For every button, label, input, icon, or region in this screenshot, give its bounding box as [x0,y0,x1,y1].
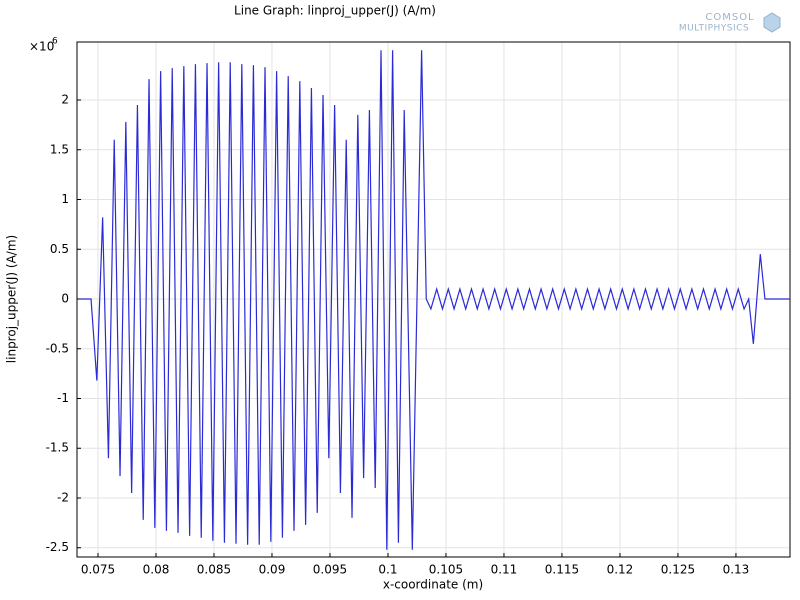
x-tick-label: 0.095 [313,563,347,577]
y-multiplier: ×10 [29,40,54,54]
y-tick-label: -0.5 [46,341,69,355]
data-line [80,50,790,550]
y-tick-label: -2.5 [46,540,69,554]
x-tick-label: 0.12 [607,563,634,577]
x-tick-label: 0.1 [378,563,397,577]
x-tick-label: 0.085 [197,563,231,577]
x-tick-label: 0.115 [545,563,579,577]
y-axis-label: linproj_upper(J) (A/m) [5,235,19,363]
logo-text: COMSOL [705,12,754,23]
y-tick-label: 2 [61,93,69,107]
logo-text: MULTIPHYSICS [679,24,749,34]
y-tick-label: -1.5 [46,441,69,455]
y-tick-label: -1 [57,391,69,405]
logo-icon [763,12,781,33]
x-tick-label: 0.105 [429,563,463,577]
y-multiplier-exponent: 6 [52,37,58,47]
x-tick-label: 0.08 [143,563,170,577]
x-tick-label: 0.11 [491,563,518,577]
y-tick-label: 0.5 [50,242,69,256]
y-tick-label: 1.5 [50,142,69,156]
x-tick-label: 0.09 [259,563,286,577]
x-tick-label: 0.13 [723,563,750,577]
y-tick-label: 1 [61,192,69,206]
x-axis-label: x-coordinate (m) [383,578,483,592]
y-tick-label: 0 [61,292,69,306]
y-tick-label: -2 [57,490,69,504]
x-tick-label: 0.075 [81,563,115,577]
x-tick-label: 0.125 [661,563,695,577]
chart-title: Line Graph: linproj_upper(J) (A/m) [234,4,436,18]
